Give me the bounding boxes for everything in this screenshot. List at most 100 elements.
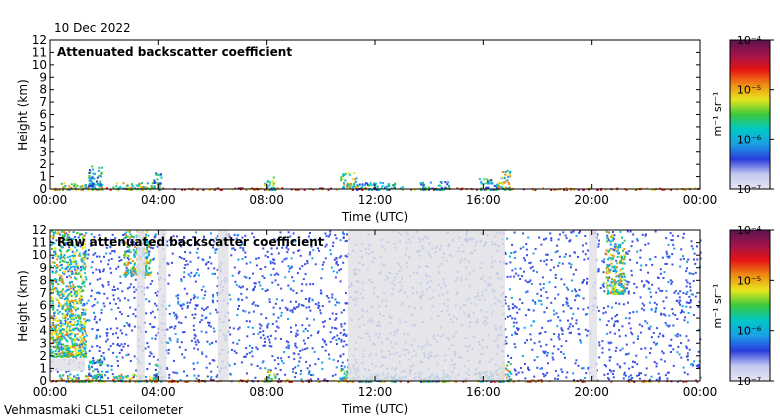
noise-pixel	[72, 288, 75, 291]
signal-pixel	[59, 264, 62, 267]
signal-pixel	[420, 380, 422, 383]
noise-pixel	[507, 305, 510, 308]
noise-pixel	[686, 260, 689, 263]
noise-pixel	[687, 258, 690, 261]
noise-pixel	[281, 260, 284, 263]
noise-pixel	[641, 233, 644, 236]
signal-pixel	[265, 376, 267, 379]
noise-pixel	[205, 263, 207, 266]
noise-pixel	[228, 235, 231, 238]
noise-pixel	[608, 348, 611, 351]
noise-pixel	[613, 234, 616, 237]
noise-pixel	[262, 330, 265, 333]
signal-pixel	[70, 183, 73, 186]
noise-pixel	[148, 300, 151, 303]
signal-pixel	[68, 347, 71, 350]
noise-pixel	[318, 249, 321, 252]
signal-pixel	[79, 273, 82, 276]
noise-pixel	[91, 328, 94, 330]
noise-pixel	[334, 298, 337, 301]
noise-pixel	[111, 250, 114, 252]
noise-pixel	[690, 240, 693, 243]
noise-pixel	[268, 338, 271, 341]
noise-pixel	[102, 270, 105, 273]
signal-pixel	[340, 177, 343, 180]
signal-pixel	[66, 324, 69, 327]
noise-pixel	[288, 345, 291, 347]
noise-pixel	[518, 308, 521, 311]
noise-pixel	[292, 232, 295, 235]
noise-pixel	[179, 244, 182, 246]
signal-pixel	[125, 271, 128, 274]
noise-pixel	[575, 268, 578, 271]
signal-pixel	[54, 287, 57, 290]
signal-pixel	[606, 292, 609, 295]
noise-pixel	[560, 278, 563, 281]
signal-pixel	[88, 367, 91, 370]
signal-pixel	[622, 249, 624, 252]
signal-pixel	[56, 299, 59, 302]
noise-pixel	[145, 298, 148, 301]
noise-pixel	[658, 332, 661, 335]
signal-pixel	[618, 281, 621, 284]
signal-pixel	[427, 186, 430, 189]
noise-pixel	[547, 362, 549, 365]
signal-pixel	[147, 234, 150, 237]
noise-pixel	[344, 302, 347, 305]
noise-pixel	[277, 356, 279, 359]
noise-pixel	[335, 237, 338, 240]
noise-pixel	[565, 376, 568, 379]
noise-pixel	[521, 371, 524, 374]
noise-pixel	[133, 296, 136, 299]
signal-pixel	[63, 242, 66, 245]
signal-pixel	[66, 354, 69, 356]
signal-pixel	[80, 275, 82, 278]
noise-pixel	[636, 239, 639, 242]
noise-pixel	[533, 342, 536, 345]
noise-pixel	[145, 330, 147, 333]
signal-pixel	[83, 239, 86, 242]
signal-pixel	[56, 320, 59, 323]
signal-pixel	[504, 189, 507, 191]
noise-pixel	[665, 296, 668, 299]
signal-pixel	[57, 353, 60, 356]
noise-pixel	[265, 239, 268, 242]
noise-pixel	[252, 333, 255, 335]
noise-pixel	[120, 348, 123, 351]
noise-pixel	[686, 358, 689, 361]
noise-pixel	[186, 292, 189, 295]
signal-pixel	[112, 380, 115, 383]
signal-pixel	[155, 376, 158, 379]
signal-pixel	[58, 310, 61, 313]
signal-pixel	[455, 380, 458, 383]
noise-pixel	[539, 367, 542, 370]
signal-pixel	[62, 343, 64, 346]
signal-pixel	[51, 332, 54, 334]
noise-pixel	[679, 265, 682, 268]
noise-pixel	[339, 268, 342, 271]
noise-pixel	[612, 248, 615, 251]
noise-pixel	[120, 343, 123, 346]
signal-pixel	[156, 364, 159, 367]
signal-pixel	[70, 337, 73, 340]
noise-pixel	[291, 311, 294, 314]
signal-pixel	[356, 184, 359, 187]
signal-pixel	[355, 186, 358, 189]
signal-pixel	[74, 263, 77, 266]
noise-pixel	[598, 356, 601, 359]
signal-pixel	[160, 380, 163, 383]
noise-pixel	[616, 320, 619, 322]
colorbar-tick-label: 10⁻⁴	[737, 34, 762, 47]
noise-pixel	[205, 262, 208, 265]
noise-pixel	[119, 299, 122, 302]
signal-pixel	[633, 188, 636, 191]
signal-pixel	[70, 263, 73, 266]
noise-pixel	[302, 278, 305, 281]
noise-pixel	[663, 307, 666, 310]
noise-pixel	[276, 325, 279, 328]
signal-pixel	[81, 349, 84, 352]
noise-pixel	[322, 261, 325, 264]
noise-pixel	[682, 236, 685, 239]
noise-pixel	[671, 234, 674, 237]
noise-pixel	[533, 320, 536, 323]
